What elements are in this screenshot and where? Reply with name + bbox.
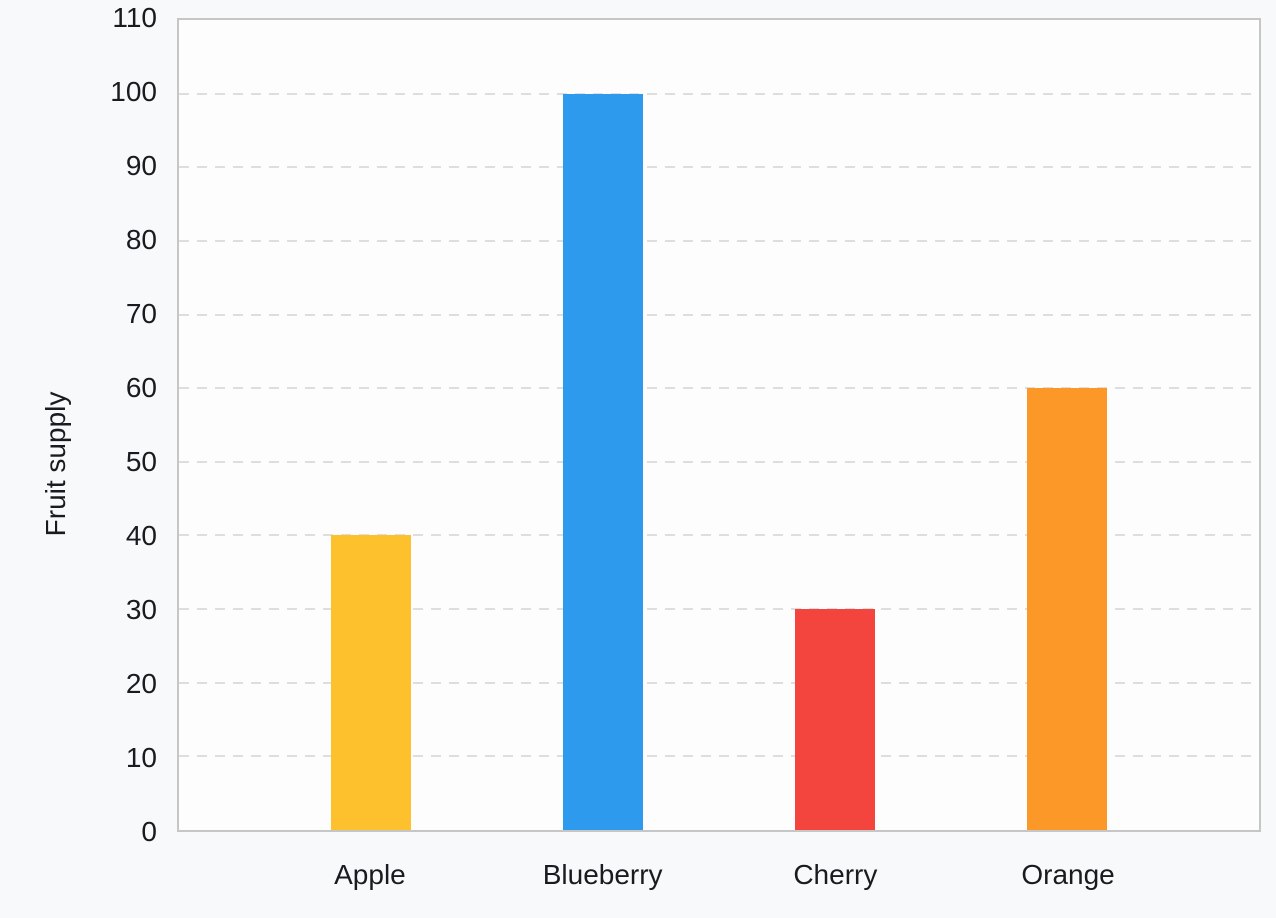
plot-area: [177, 18, 1261, 832]
x-axis: Apple Blueberry Cherry Orange: [177, 840, 1261, 918]
y-tick-label: 110: [112, 2, 157, 33]
y-tick-label: 80: [125, 224, 157, 255]
y-tick-label: 40: [125, 520, 157, 551]
gridline: [179, 534, 1259, 537]
gridline: [179, 755, 1259, 758]
gridline: [179, 681, 1259, 684]
x-tick-label: Apple: [334, 859, 406, 890]
x-tick-label: Cherry: [793, 859, 878, 890]
gridline: [179, 387, 1259, 390]
gridline: [179, 608, 1259, 611]
gridline: [179, 166, 1259, 169]
y-axis: 0 10 20 30 40 50 60 70 80 90 100 110: [0, 4, 157, 846]
y-tick-label: 0: [141, 816, 157, 847]
y-tick-label: 50: [125, 446, 157, 477]
y-tick-label: 70: [125, 298, 157, 329]
x-tick-label: Blueberry: [542, 859, 663, 890]
y-tick-label: 30: [125, 594, 157, 625]
bar-cherry: [794, 609, 875, 830]
gridline: [179, 92, 1259, 95]
bar-orange: [1026, 388, 1107, 830]
x-tick-label: Orange: [1021, 859, 1115, 890]
y-tick-label: 90: [125, 150, 157, 181]
y-tick-label: 60: [125, 372, 157, 403]
gridline: [179, 239, 1259, 242]
y-tick-label: 10: [125, 742, 157, 773]
bar-apple: [331, 535, 412, 830]
y-tick-label: 100: [110, 76, 157, 107]
bar-blueberry: [563, 93, 644, 830]
y-tick-label: 20: [125, 668, 157, 699]
gridline: [179, 313, 1259, 316]
gridline: [179, 460, 1259, 463]
